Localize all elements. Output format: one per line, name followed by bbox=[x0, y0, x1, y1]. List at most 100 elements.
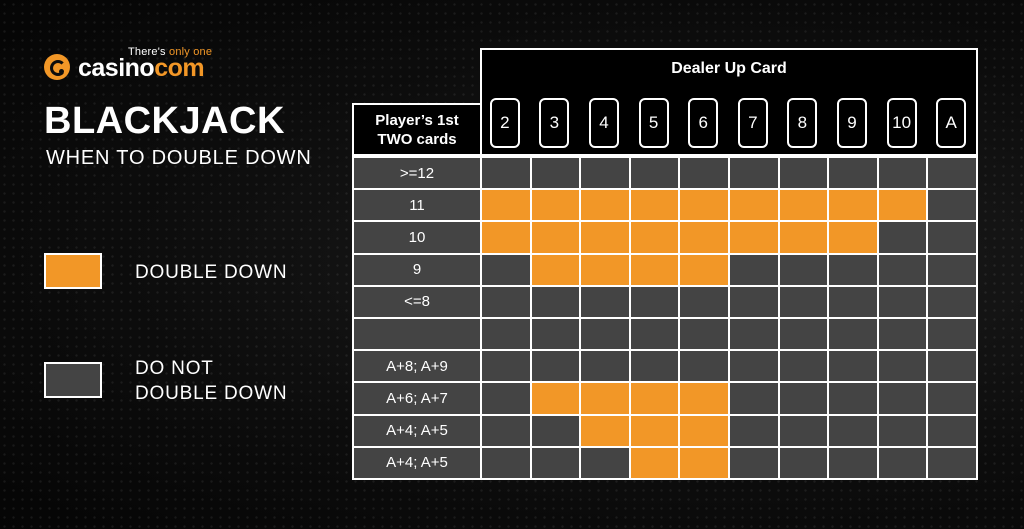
cell-do-not-double bbox=[482, 447, 530, 478]
cell-double-down bbox=[531, 222, 580, 253]
row-label: A+4; A+5 bbox=[354, 415, 487, 446]
cell-do-not-double bbox=[482, 351, 530, 382]
cell-do-not-double bbox=[482, 286, 530, 317]
cell-double-down bbox=[680, 415, 728, 446]
cell-do-not-double bbox=[482, 319, 530, 350]
cell-do-not-double bbox=[581, 319, 629, 350]
player-header-line1: Player’s 1st bbox=[375, 111, 459, 129]
cell-do-not-double bbox=[878, 222, 927, 253]
cell-do-not-double bbox=[928, 222, 976, 253]
cell-do-not-double bbox=[878, 415, 927, 446]
cell-do-not-double bbox=[730, 415, 778, 446]
casino-chip-icon bbox=[44, 54, 70, 80]
player-header-line2: TWO cards bbox=[377, 130, 457, 148]
cell-do-not-double bbox=[878, 383, 927, 414]
cell-do-not-double bbox=[730, 254, 778, 285]
cell-double-down bbox=[581, 222, 629, 253]
cell-do-not-double bbox=[680, 158, 728, 189]
cell-double-down bbox=[829, 190, 877, 221]
dealer-card-7: 7 bbox=[737, 98, 768, 148]
cell-double-down bbox=[730, 222, 778, 253]
cell-double-down bbox=[779, 222, 828, 253]
row-label: A+4; A+5 bbox=[354, 447, 487, 478]
player-cards-header: Player’s 1st TWO cards bbox=[352, 103, 480, 156]
cell-double-down bbox=[680, 254, 728, 285]
cell-do-not-double bbox=[730, 351, 778, 382]
cell-do-not-double bbox=[680, 319, 728, 350]
cell-double-down bbox=[630, 254, 679, 285]
cell-double-down bbox=[531, 190, 580, 221]
cell-do-not-double bbox=[829, 158, 877, 189]
cell-do-not-double bbox=[829, 383, 877, 414]
dealer-card-9: 9 bbox=[837, 98, 867, 148]
strategy-grid: >=12 11 10 9 <=8 A+8; A+9 A+6; A+7 A+4; A+5 A+4;… bbox=[352, 156, 978, 480]
legend-label-line2: DOUBLE DOWN bbox=[135, 383, 288, 404]
cell-do-not-double bbox=[779, 447, 828, 478]
cell-do-not-double bbox=[928, 190, 976, 221]
cell-do-not-double bbox=[928, 254, 976, 285]
cell-do-not-double bbox=[878, 286, 927, 317]
row-label: 9 bbox=[354, 254, 487, 285]
cell-do-not-double bbox=[630, 319, 679, 350]
cell-do-not-double bbox=[829, 319, 877, 350]
cell-double-down bbox=[829, 222, 877, 253]
cell-do-not-double bbox=[630, 286, 679, 317]
cell-do-not-double bbox=[779, 319, 828, 350]
cell-do-not-double bbox=[779, 351, 828, 382]
cell-do-not-double bbox=[730, 286, 778, 317]
cell-double-down bbox=[630, 447, 679, 478]
legend-label-do-not-double: DO NOT DOUBLE DOWN bbox=[135, 356, 287, 406]
cell-do-not-double bbox=[531, 158, 580, 189]
dealer-card-4: 4 bbox=[589, 98, 619, 148]
row-label: >=12 bbox=[354, 158, 487, 189]
dealer-card-2: 2 bbox=[489, 98, 520, 148]
legend-swatch-do-not-double bbox=[44, 362, 102, 398]
cell-do-not-double bbox=[829, 351, 877, 382]
cell-double-down bbox=[531, 254, 580, 285]
cell-do-not-double bbox=[928, 383, 976, 414]
cell-do-not-double bbox=[730, 158, 778, 189]
cell-do-not-double bbox=[581, 351, 629, 382]
cell-double-down bbox=[630, 222, 679, 253]
cell-do-not-double bbox=[878, 447, 927, 478]
cell-double-down bbox=[581, 190, 629, 221]
page-subtitle: WHEN TO DOUBLE DOWN bbox=[46, 147, 312, 169]
cell-double-down bbox=[878, 190, 927, 221]
dealer-card-5: 5 bbox=[638, 98, 669, 148]
dealer-header-title: Dealer Up Card bbox=[671, 60, 787, 77]
cell-do-not-double bbox=[531, 319, 580, 350]
cell-double-down bbox=[680, 447, 728, 478]
dealer-up-card-header: Dealer Up Card 2 3 4 5 6 7 8 9 10 A bbox=[480, 48, 978, 156]
cell-do-not-double bbox=[928, 447, 976, 478]
page-title: BLACKJACK bbox=[44, 100, 285, 142]
legend-label-line1: DO NOT bbox=[135, 358, 214, 379]
cell-do-not-double bbox=[829, 286, 877, 317]
tagline-highlight: only one bbox=[169, 46, 213, 58]
cell-do-not-double bbox=[878, 351, 927, 382]
cell-do-not-double bbox=[482, 254, 530, 285]
cell-do-not-double bbox=[630, 351, 679, 382]
row-label: <=8 bbox=[354, 286, 487, 317]
cell-double-down bbox=[630, 383, 679, 414]
cell-do-not-double bbox=[928, 158, 976, 189]
cell-do-not-double bbox=[680, 286, 728, 317]
cell-do-not-double bbox=[581, 447, 629, 478]
legend-swatch-double-down bbox=[44, 253, 102, 289]
cell-do-not-double bbox=[928, 351, 976, 382]
cell-do-not-double bbox=[482, 383, 530, 414]
cell-do-not-double bbox=[630, 158, 679, 189]
cell-double-down bbox=[630, 190, 679, 221]
row-label: 11 bbox=[354, 190, 487, 221]
cell-do-not-double bbox=[928, 319, 976, 350]
cell-do-not-double bbox=[730, 447, 778, 478]
casino-com-logo: There's only one casinocom bbox=[44, 40, 244, 90]
cell-do-not-double bbox=[829, 447, 877, 478]
cell-double-down bbox=[581, 383, 629, 414]
row-label: A+6; A+7 bbox=[354, 383, 487, 414]
dealer-card-a: A bbox=[936, 98, 967, 148]
cell-do-not-double bbox=[680, 351, 728, 382]
cell-do-not-double bbox=[482, 415, 530, 446]
cell-double-down bbox=[779, 190, 828, 221]
cell-do-not-double bbox=[730, 383, 778, 414]
cell-double-down bbox=[680, 222, 728, 253]
